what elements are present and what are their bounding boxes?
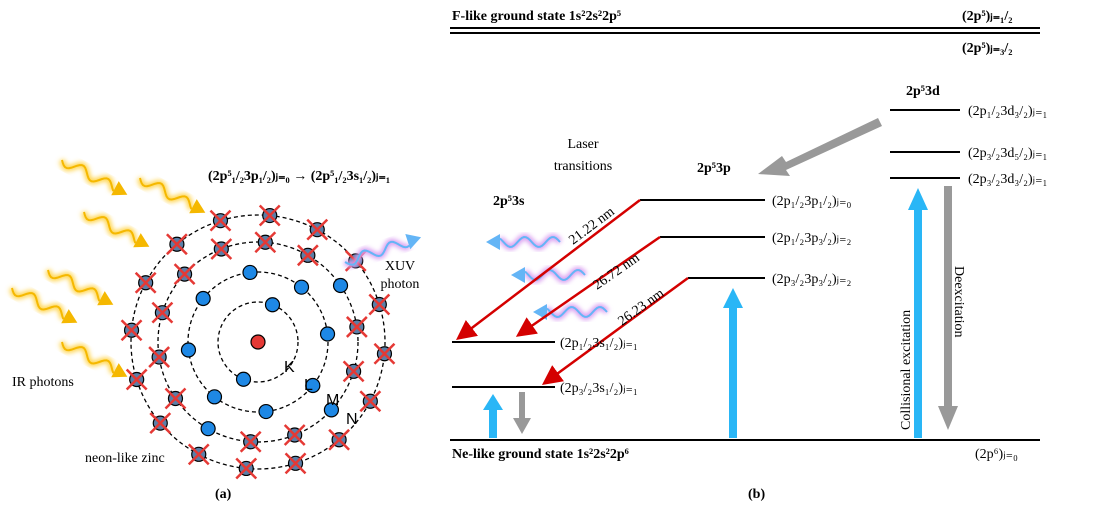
transition-label: (2p⁵₁/₂3p₁/₂)ⱼ₌₀ → (2p⁵₁/₂3s₁/₂)ⱼ₌₁ (208, 169, 390, 184)
electron (207, 390, 221, 404)
caption: (b) (748, 487, 765, 502)
photon-part (60, 338, 118, 375)
wavelength-label: 26.23 nm (616, 286, 668, 329)
shell-label: M (326, 392, 339, 409)
shell-label: L (304, 377, 313, 394)
nucleus (251, 335, 265, 349)
laser-arrow (546, 278, 688, 382)
laser-label: transitions (554, 159, 612, 174)
level-label: (2p⁵)ⱼ₌₁/₂ (962, 9, 1012, 24)
xuv-label: photon (381, 277, 420, 292)
photon (8, 281, 81, 330)
photon-part (511, 267, 525, 283)
electron (243, 265, 257, 279)
level-label: (2p₃/₂3s₁/₂)ⱼ₌₁ (560, 381, 638, 396)
photon (58, 153, 131, 202)
ion-label: neon-like zinc (85, 451, 165, 466)
photon-part (60, 156, 118, 193)
level-label: (2p₁/₂3s₁/₂)ⱼ₌₁ (560, 336, 638, 351)
photon-part (138, 174, 196, 211)
xuv-label: XUV (385, 259, 415, 274)
electron (334, 279, 348, 293)
panel-b: F-like ground state 1s²2s²2p⁵ (2p⁵)ⱼ₌₁/₂… (450, 9, 1047, 502)
ne-ground-label: Ne-like ground state 1s²2s²2p⁶ (452, 447, 629, 462)
electron (295, 280, 309, 294)
photon-part (486, 234, 500, 250)
level-label: (2p₃/₂3d₃/₂)ⱼ₌₁ (968, 172, 1047, 187)
level-label: (2p⁵)ⱼ₌₃/₂ (962, 41, 1012, 56)
laser-label: Laser (567, 137, 598, 152)
figure: (2p⁵₁/₂3p₁/₂)ⱼ₌₀ → (2p⁵₁/₂3s₁/₂)ⱼ₌₁ XUV … (0, 0, 1095, 509)
electron (321, 327, 335, 341)
photon-part (10, 284, 68, 321)
panel-a: (2p⁵₁/₂3p₁/₂)ⱼ₌₀ → (2p⁵₁/₂3s₁/₂)ⱼ₌₁ XUV … (8, 153, 423, 502)
electron (201, 422, 215, 436)
ir-label: IR photons (12, 375, 74, 390)
deexcitation-label: Deexcitation (951, 266, 966, 338)
caption: (a) (215, 487, 232, 502)
photon (136, 171, 209, 220)
shell-label: K (284, 359, 295, 376)
config-label: 2p⁵3d (906, 84, 940, 99)
config-label: 2p⁵3p (697, 161, 731, 176)
config-label: 2p⁵3s (493, 194, 525, 209)
wavelength-label: 21.22 nm (566, 204, 617, 248)
electron (196, 291, 210, 305)
electron (259, 405, 273, 419)
electron (181, 343, 195, 357)
photon-part (46, 266, 104, 303)
electron (265, 298, 279, 312)
level-label: (2p₁/₂3p₃/₂)ⱼ₌₂ (772, 231, 851, 246)
shell-label: N (346, 411, 358, 428)
atom (122, 206, 395, 479)
laser-arrow (520, 237, 660, 334)
level-label: (2p₁/₂3p₁/₂)ⱼ₌₀ (772, 194, 851, 209)
level-label: (2p₃/₂3p₃/₂)ⱼ₌₂ (772, 272, 851, 287)
photon (80, 205, 153, 254)
level-label: (2p₃/₂3d₅/₂)ⱼ₌₁ (968, 146, 1047, 161)
collisional-label: Collisional excitation (899, 310, 914, 430)
f-ground-label: F-like ground state 1s²2s²2p⁵ (452, 9, 621, 24)
level-label: (2p⁶)ⱼ₌₀ (975, 447, 1018, 462)
photon (486, 234, 560, 250)
electron (237, 372, 251, 386)
level-label: (2p₁/₂3d₃/₂)ⱼ₌₁ (968, 104, 1047, 119)
photon-part (82, 208, 140, 245)
wavelength-label: 26.72 nm (591, 251, 643, 294)
